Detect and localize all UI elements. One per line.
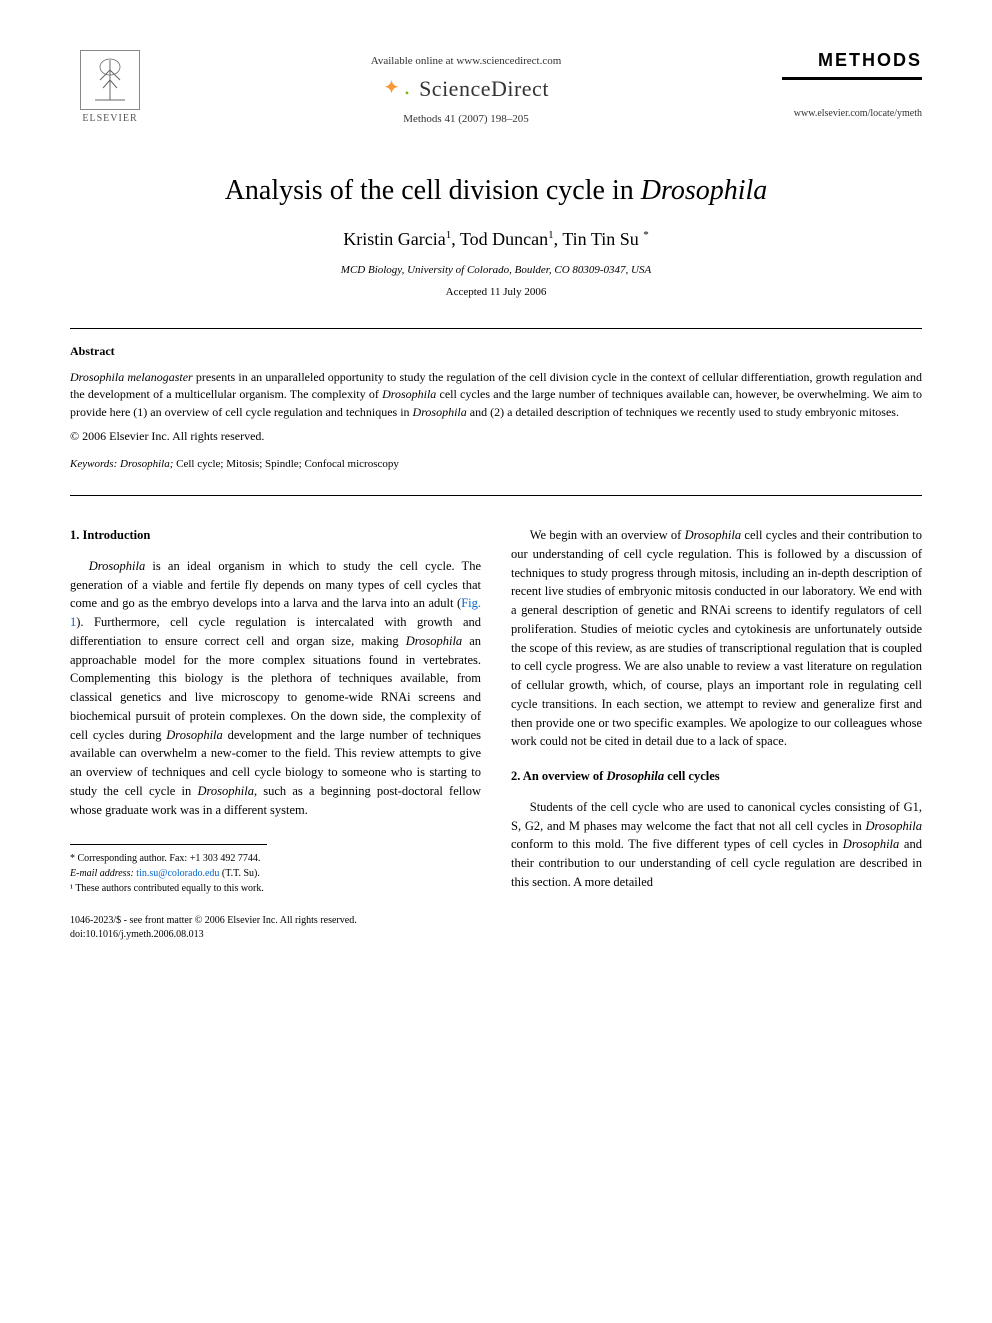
email-label: E-mail address: xyxy=(70,868,134,879)
c1p1-c: an approachable model for the more compl… xyxy=(70,634,481,742)
elsevier-tree-icon xyxy=(80,50,140,110)
title-text: Analysis of the cell division cycle in xyxy=(225,175,641,206)
footer-line-1: 1046-2023/$ - see front matter © 2006 El… xyxy=(70,914,481,928)
section-2-heading: 2. An overview of Drosophila cell cycles xyxy=(511,767,922,786)
methods-journal-logo: METHODS xyxy=(782,50,922,80)
author-2: Tod Duncan xyxy=(460,229,548,249)
article-page: ELSEVIER Available online at www.science… xyxy=(0,0,992,982)
author-sup-2: 1 xyxy=(548,229,554,241)
header-row: ELSEVIER Available online at www.science… xyxy=(70,50,922,125)
c2p2-a: Students of the cell cycle who are used … xyxy=(511,800,922,833)
journal-url: www.elsevier.com/locate/ymeth xyxy=(782,108,922,119)
footnote-corresponding: * Corresponding author. Fax: +1 303 492 … xyxy=(70,851,267,866)
abstract-copyright: © 2006 Elsevier Inc. All rights reserved… xyxy=(70,429,922,444)
author-sup-star: * xyxy=(643,229,649,241)
c1p1-i3: Drosophila xyxy=(166,728,223,742)
s2h-i: Drosophila xyxy=(606,769,664,783)
footer-line-2: doi:10.1016/j.ymeth.2006.08.013 xyxy=(70,928,481,942)
footer-block: 1046-2023/$ - see front matter © 2006 El… xyxy=(70,914,481,942)
c2p2-i1: Drosophila xyxy=(866,819,923,833)
elsevier-label: ELSEVIER xyxy=(82,113,137,124)
sciencedirect-icon xyxy=(383,75,411,103)
c1p1-i4: Drosophila xyxy=(197,784,254,798)
c2p1-b: cell cycles and their contribution to ou… xyxy=(511,528,922,748)
keywords-rest: Cell cycle; Mitosis; Spindle; Confocal m… xyxy=(173,458,398,470)
available-online-text: Available online at www.sciencedirect.co… xyxy=(150,55,782,67)
abstract-heading: Abstract xyxy=(70,344,922,359)
journal-brand-block: METHODS www.elsevier.com/locate/ymeth xyxy=(782,50,922,119)
email-suffix: (T.T. Su). xyxy=(219,868,259,879)
col2-para-1: We begin with an overview of Drosophila … xyxy=(511,526,922,751)
journal-citation: Methods 41 (2007) 198–205 xyxy=(150,113,782,125)
author-sup-1: 1 xyxy=(446,229,452,241)
authors-line: Kristin Garcia1, Tod Duncan1, Tin Tin Su… xyxy=(70,229,922,250)
col2-para-2: Students of the cell cycle who are used … xyxy=(511,798,922,892)
c2p2-b: conform to this mold. The five different… xyxy=(511,837,843,851)
footnote-equal: ¹ These authors contributed equally to t… xyxy=(70,881,267,896)
sciencedirect-text: ScienceDirect xyxy=(419,76,549,102)
email-address[interactable]: tin.su@colorado.edu xyxy=(134,868,220,879)
sciencedirect-logo: ScienceDirect xyxy=(150,75,782,103)
column-left: 1. Introduction Drosophila is an ideal o… xyxy=(70,526,481,942)
accepted-date: Accepted 11 July 2006 xyxy=(70,286,922,298)
keywords-italic: Drosophila; xyxy=(117,458,173,470)
col1-para-1: Drosophila is an ideal organism in which… xyxy=(70,557,481,820)
c2p1-a: We begin with an overview of xyxy=(530,528,685,542)
elsevier-logo: ELSEVIER xyxy=(70,50,150,124)
keywords-line: Keywords: Drosophila; Cell cycle; Mitosi… xyxy=(70,458,922,470)
rule-bottom xyxy=(70,495,922,496)
article-title: Analysis of the cell division cycle in D… xyxy=(70,175,922,207)
title-block: Analysis of the cell division cycle in D… xyxy=(70,175,922,298)
c2p2-i2: Drosophila xyxy=(843,837,900,851)
column-right: We begin with an overview of Drosophila … xyxy=(511,526,922,942)
abstract-italic-3: Drosophila xyxy=(413,405,467,419)
abstract-body-3: and (2) a detailed description of techni… xyxy=(467,405,899,419)
c1p1-i2: Drosophila xyxy=(406,634,463,648)
c1p1-i1: Drosophila xyxy=(89,559,146,573)
rule-top xyxy=(70,328,922,329)
affiliation: MCD Biology, University of Colorado, Bou… xyxy=(70,264,922,276)
section-1-heading: 1. Introduction xyxy=(70,526,481,545)
abstract-italic-1: Drosophila melanogaster xyxy=(70,370,193,384)
footnote-email-line: E-mail address: tin.su@colorado.edu (T.T… xyxy=(70,866,267,881)
body-columns: 1. Introduction Drosophila is an ideal o… xyxy=(70,526,922,942)
keywords-label: Keywords: xyxy=(70,458,117,470)
title-italic: Drosophila xyxy=(641,175,768,206)
c2p1-i1: Drosophila xyxy=(685,528,742,542)
footnotes-block: * Corresponding author. Fax: +1 303 492 … xyxy=(70,844,267,896)
s2h-b: cell cycles xyxy=(664,769,720,783)
abstract-italic-2: Drosophila xyxy=(382,387,436,401)
abstract-text: Drosophila melanogaster presents in an u… xyxy=(70,369,922,421)
author-3: Tin Tin Su xyxy=(562,229,638,249)
header-center: Available online at www.sciencedirect.co… xyxy=(150,50,782,125)
s2h-a: 2. An overview of xyxy=(511,769,606,783)
author-1: Kristin Garcia xyxy=(343,229,445,249)
